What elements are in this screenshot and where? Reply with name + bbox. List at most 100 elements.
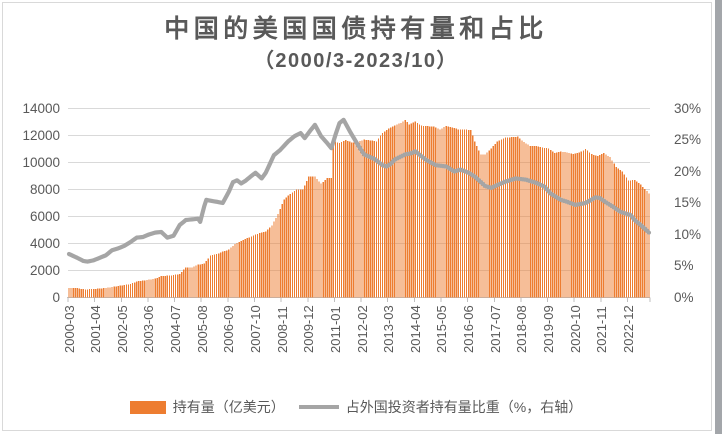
holdings-bar [552,151,554,298]
holdings-bar [232,245,234,298]
holdings-bar [269,227,271,298]
holdings-bar [381,132,384,298]
holdings-bar [443,127,445,298]
holdings-bar [529,145,531,298]
holdings-bar [435,127,437,298]
holdings-bar [463,129,466,298]
holdings-bar [156,277,158,298]
holdings-bar [496,141,498,298]
holdings-bar [357,141,359,298]
holdings-bar [449,127,451,298]
y-axis-label-right: 0% [674,289,694,305]
holdings-bar [84,289,87,298]
holdings-bar [588,152,591,298]
holdings-bar [70,287,72,298]
holdings-bar [105,287,107,298]
holdings-bar [629,180,632,298]
holdings-bar [201,263,203,298]
holdings-bar [467,129,470,298]
holdings-bar [392,126,394,298]
holdings-bar [363,139,365,298]
holdings-bar [611,160,613,298]
holdings-bar [361,140,363,298]
x-axis-label: 2014-04 [407,305,423,353]
holdings-bar [642,186,644,298]
holdings-bar [646,191,648,298]
holdings-bar [621,171,623,298]
holdings-bar [388,128,390,298]
holdings-bar [420,125,423,298]
holdings-bar [367,140,369,298]
holdings-bar [88,289,91,298]
holdings-bar [453,128,455,298]
holdings-bar [195,265,197,298]
holdings-bar [619,169,621,298]
holdings-bar [547,148,550,298]
holdings-bar [597,156,599,298]
holdings-bar [250,236,253,298]
holdings-bar [470,129,472,298]
x-axis-label: 2019-09 [541,305,557,353]
holdings-bar [511,137,513,298]
holdings-bar [578,152,580,298]
y-axis-label-right: 25% [674,132,702,147]
holdings-bar [638,183,640,298]
legend-bar-swatch-icon [129,400,166,414]
holdings-bar [605,154,607,298]
holdings-bar [633,180,636,298]
holdings-bar [461,129,464,298]
holdings-bar [408,124,410,298]
window-edge-shadow [715,0,722,434]
holdings-bar [68,287,70,298]
y-axis-label-left: 14000 [22,100,60,116]
holdings-bar [179,274,181,298]
x-axis-label: 2002-05 [114,305,130,353]
holdings-bar [326,178,328,298]
x-axis-label: 2012-02 [354,305,370,353]
y-axis-label-left: 2000 [29,262,60,278]
holdings-bar [488,150,490,298]
x-axis-label: 2022-12 [620,305,636,353]
holdings-bar [314,176,316,298]
holdings-bar [285,197,287,298]
holdings-bar [224,251,226,298]
holdings-bar [146,279,148,298]
x-axis-label: 2011-01 [327,306,343,353]
x-axis-label: 2003-06 [141,305,157,353]
holdings-bar [263,231,265,298]
holdings-bar [320,183,322,298]
holdings-bar [476,145,478,298]
holdings-bar [172,275,175,298]
holdings-bar [613,163,615,298]
y-axis-label-right: 10% [674,226,702,242]
holdings-bar [580,151,582,298]
holdings-bar [90,289,93,298]
holdings-bar [125,284,128,298]
holdings-bar [566,152,568,298]
holdings-bar [599,155,601,298]
holdings-bar [265,231,267,298]
holdings-bar [640,184,642,298]
holdings-bar [365,139,367,298]
holdings-bar [166,275,169,298]
y-axis-label-left: 10000 [22,154,60,170]
holdings-bar [379,135,382,298]
holdings-bar [283,199,285,298]
holdings-bar [636,181,638,298]
holdings-bar [455,128,457,298]
holdings-bar [267,229,269,298]
holdings-bar [404,119,406,298]
holdings-bar [459,129,462,298]
holdings-bar [238,241,240,298]
holdings-bar [531,145,533,298]
holdings-bar [322,181,324,298]
holdings-bar [513,136,515,298]
holdings-bar [97,288,99,298]
holdings-bar [418,124,421,298]
x-axis-label: 2018-08 [514,305,530,353]
holdings-bar [332,140,335,298]
holdings-bar [457,129,460,298]
holdings-bar [187,267,189,298]
holdings-bar [113,286,115,298]
holdings-bar [164,275,166,298]
